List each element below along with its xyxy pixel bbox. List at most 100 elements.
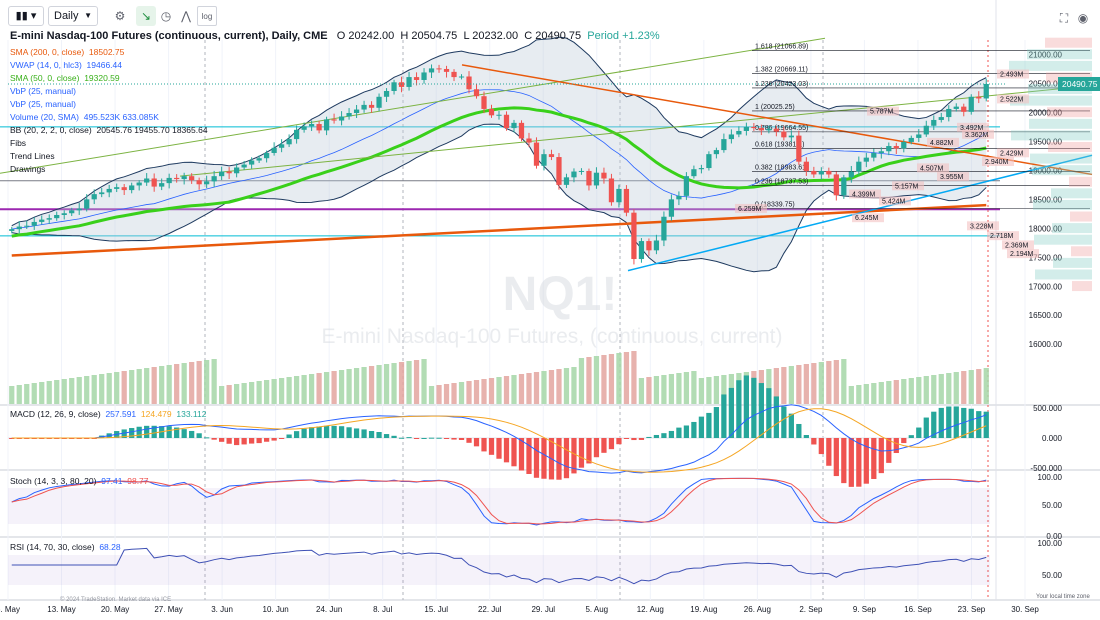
candle-body bbox=[174, 177, 180, 180]
ohlc-close: C 20490.75 bbox=[524, 30, 582, 42]
volume-bar bbox=[593, 356, 600, 404]
macd-histogram-bar bbox=[796, 423, 802, 438]
log-scale-button[interactable]: log bbox=[197, 6, 217, 26]
legend-drawings[interactable]: Drawings bbox=[10, 164, 45, 174]
vbp-label-bg bbox=[997, 94, 1029, 104]
rsi-legend[interactable]: RSI (14, 70, 30, close) 68.28 bbox=[10, 542, 121, 552]
compare-icon[interactable]: ⋀ bbox=[181, 9, 191, 23]
macd-histogram-bar bbox=[953, 406, 959, 438]
candle-body bbox=[308, 124, 315, 127]
candle-body bbox=[548, 154, 555, 158]
macd-histogram-bar bbox=[916, 427, 922, 438]
vbp-bar bbox=[1052, 223, 1092, 234]
vbp-bar bbox=[1053, 257, 1092, 268]
candle-body bbox=[241, 164, 247, 168]
volume-bar bbox=[151, 367, 157, 404]
fib-level-label: 1.618 (21066.89) bbox=[755, 44, 808, 51]
x-axis-label: 22. Jul bbox=[478, 605, 502, 614]
timezone-label[interactable]: Your local time zone bbox=[1036, 594, 1090, 600]
candle-body bbox=[878, 151, 884, 153]
trend-line-resistance bbox=[461, 64, 1093, 176]
vbp-label: 2.940M bbox=[985, 159, 1009, 166]
candle-body bbox=[488, 108, 495, 116]
macd-histogram-bar bbox=[488, 438, 495, 455]
price-axis-label: 17000.00 bbox=[1029, 282, 1063, 291]
candle-body bbox=[458, 76, 465, 78]
settings-icon[interactable]: ⚙ bbox=[114, 9, 126, 23]
chart-style-button[interactable]: ▮▮ ▾ bbox=[8, 6, 44, 26]
volume-bar bbox=[368, 366, 375, 404]
chart-header: E-mini Nasdaq-100 Futures (continuous, c… bbox=[10, 30, 660, 42]
ohlc-high: H 20504.75 bbox=[400, 30, 458, 42]
camera-icon[interactable]: ◉ bbox=[1077, 11, 1089, 25]
legend-sma50[interactable]: SMA (50, 0, close) 19320.59 bbox=[10, 73, 120, 83]
current-price-label: 20490.75 bbox=[1062, 79, 1098, 89]
macd-histogram-bar bbox=[541, 438, 547, 479]
vbp-label-bg bbox=[997, 69, 1029, 79]
volume-bar bbox=[908, 378, 914, 404]
volume-bar bbox=[511, 375, 517, 404]
vbp-bar bbox=[1027, 49, 1092, 60]
volume-bar bbox=[406, 361, 412, 404]
candle-body bbox=[803, 161, 809, 171]
macd-histogram-bar bbox=[578, 438, 585, 468]
macd-histogram-bar bbox=[908, 435, 914, 438]
volume-bar bbox=[428, 386, 435, 404]
vbp-label: 5.157M bbox=[895, 183, 919, 190]
macd-histogram-bar bbox=[301, 428, 307, 438]
macd-histogram-bar bbox=[353, 428, 360, 438]
legend-bb[interactable]: BB (20, 2, 2, 0, close) 20545.76 19455.7… bbox=[10, 125, 208, 135]
candle-body bbox=[871, 152, 877, 158]
macd-histogram-bar bbox=[263, 438, 270, 442]
draw-icon[interactable]: ↘ bbox=[136, 6, 156, 26]
volume-bar bbox=[54, 380, 60, 404]
macd-histogram-bar bbox=[249, 438, 255, 444]
vbp-bar bbox=[1033, 199, 1092, 210]
interval-dropdown[interactable]: Daily ▼ bbox=[48, 6, 98, 26]
x-axis-label: 29. Jul bbox=[531, 605, 555, 614]
legend-vwap[interactable]: VWAP (14, 0, hlc3) 19466.44 bbox=[10, 60, 122, 70]
volume-bar bbox=[76, 377, 82, 404]
stoch-legend[interactable]: Stoch (14, 3, 3, 80, 20) 97.41 98.77 bbox=[10, 476, 149, 486]
candle-body bbox=[811, 170, 817, 175]
candle-body bbox=[676, 195, 682, 200]
vbp-label: 3.955M bbox=[940, 174, 964, 181]
volume-bar bbox=[526, 373, 532, 404]
volume-bar bbox=[833, 360, 839, 404]
candle-body bbox=[114, 187, 120, 189]
vbp-label: 2.493M bbox=[1000, 72, 1024, 79]
macd-histogram-bar bbox=[676, 427, 682, 438]
vbp-bar bbox=[1070, 211, 1092, 222]
macd-histogram-bar bbox=[901, 438, 907, 444]
candle-body bbox=[338, 116, 345, 121]
legend-volume[interactable]: Volume (20, SMA) 495.523K 633.085K bbox=[10, 112, 159, 122]
legend-trend-lines[interactable]: Trend Lines bbox=[10, 151, 55, 161]
price-axis-label: 16500.00 bbox=[1029, 311, 1063, 320]
legend-vbp-2[interactable]: VbP (25, manual) bbox=[10, 99, 76, 109]
fullscreen-icon[interactable]: ⛶ bbox=[1059, 11, 1069, 25]
vbp-label-bg bbox=[967, 221, 999, 231]
interval-label: Daily bbox=[54, 10, 79, 22]
volume-bar bbox=[586, 357, 592, 404]
candle-body bbox=[353, 109, 360, 114]
volume-bar bbox=[323, 372, 330, 404]
macd-histogram-bar bbox=[136, 426, 142, 438]
clock-icon[interactable]: ◷ bbox=[160, 9, 172, 23]
candle-body bbox=[16, 226, 22, 230]
candle-body bbox=[406, 77, 412, 87]
symbol-title: E-mini Nasdaq-100 Futures (continuous, c… bbox=[10, 30, 328, 42]
candle-body bbox=[713, 150, 720, 155]
volume-bar bbox=[923, 376, 929, 404]
vbp-bar bbox=[1010, 95, 1092, 106]
legend-fibs[interactable]: Fibs bbox=[10, 138, 26, 148]
candle-body bbox=[234, 167, 240, 174]
macd-histogram-bar bbox=[766, 388, 772, 438]
macd-legend[interactable]: MACD (12, 26, 9, close) 257.591 124.479 … bbox=[10, 409, 206, 419]
vbp-bar bbox=[1032, 165, 1092, 176]
legend-value: 20545.76 19455.70 18365.64 bbox=[96, 125, 208, 135]
legend-sma200[interactable]: SMA (200, 0, close) 18502.75 bbox=[10, 47, 124, 57]
stoch-axis-label: 0.00 bbox=[1046, 532, 1062, 541]
legend-vbp-1[interactable]: VbP (25, manual) bbox=[10, 86, 76, 96]
macd-histogram-bar bbox=[923, 417, 929, 438]
